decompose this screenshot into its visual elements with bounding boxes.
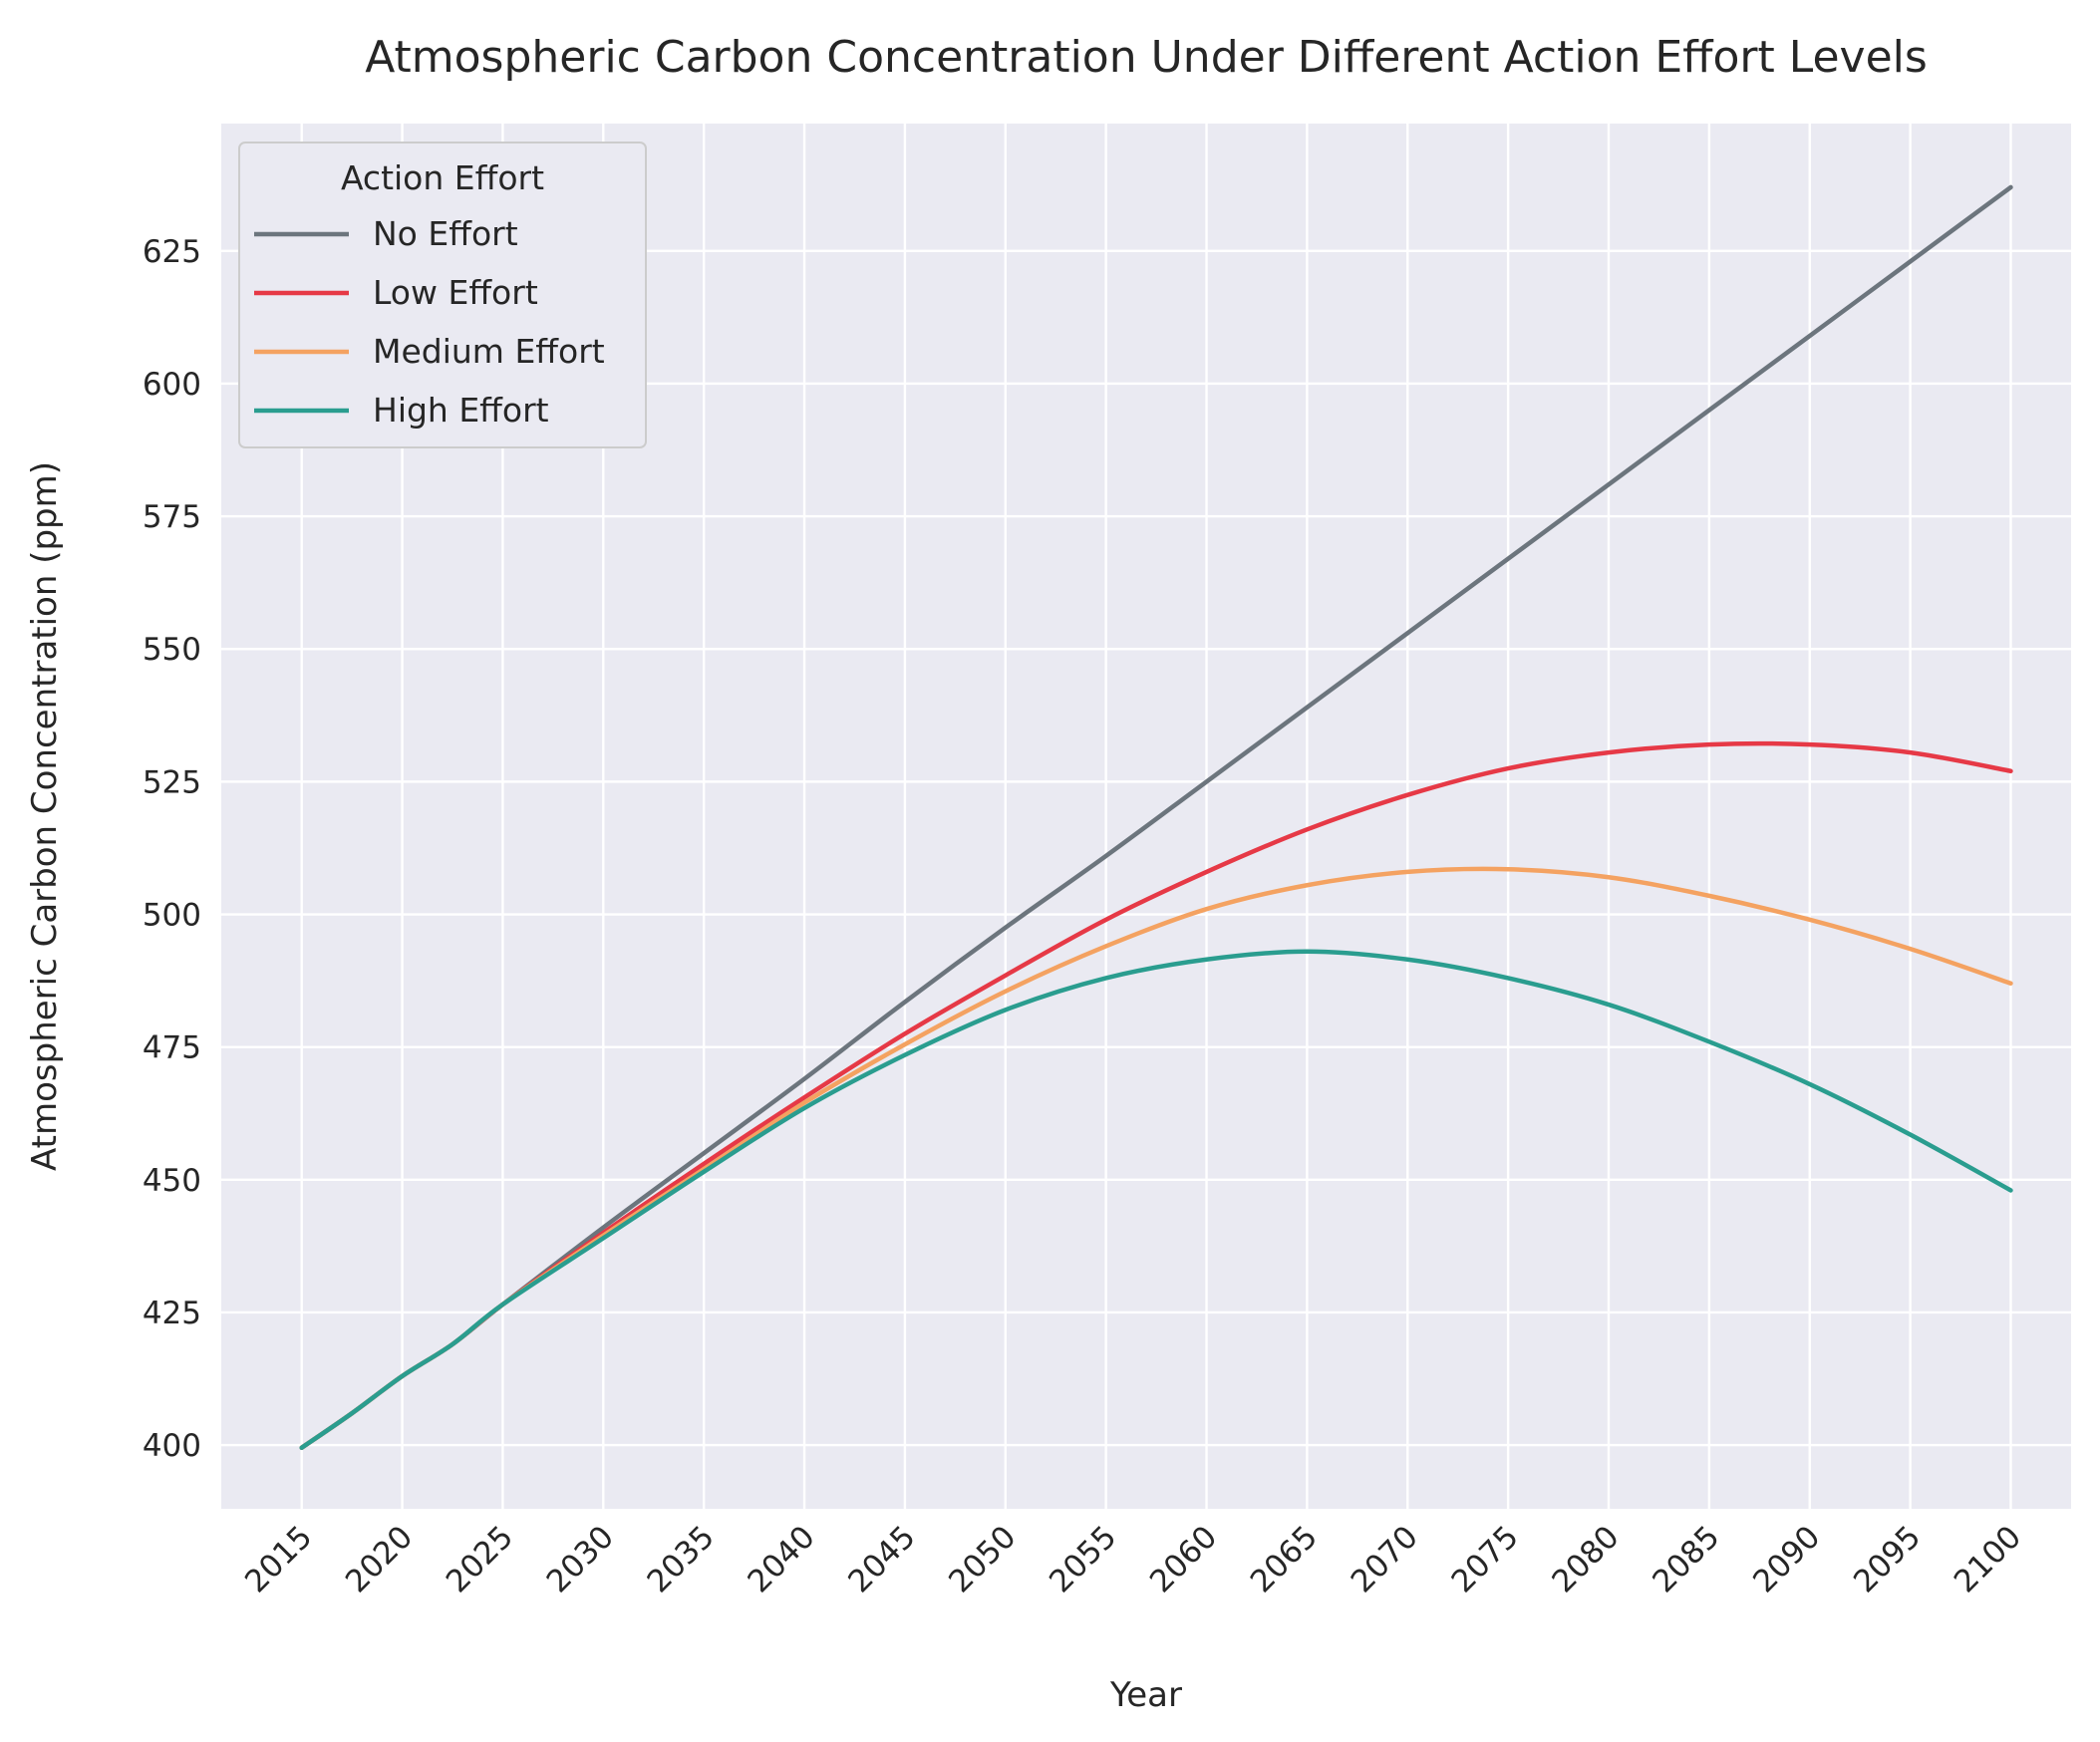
legend-title: Action Effort	[341, 158, 544, 197]
x-axis-label: Year	[1109, 1675, 1182, 1715]
y-tick-label: 450	[143, 1163, 201, 1199]
legend-entries: No Effort Low Effort Medium Effort High Eff…	[254, 214, 605, 430]
y-tick-label: 525	[143, 764, 201, 800]
y-tick-label: 400	[143, 1428, 201, 1464]
series-lines	[299, 184, 2013, 1450]
y-tick-label: 425	[143, 1296, 201, 1331]
y-tick-label: 625	[143, 234, 201, 270]
y-tick-label: 475	[143, 1030, 201, 1066]
y-tick-label: 575	[143, 499, 201, 535]
legend-frame	[238, 142, 647, 448]
legend-label-no-effort: No Effort	[373, 214, 518, 253]
legend-label-medium-effort: Medium Effort	[373, 332, 605, 371]
series-line-high-effort	[299, 949, 2013, 1450]
legend: Action Effort No Effort Low Effort Medium …	[238, 142, 647, 448]
legend-label-low-effort: Low Effort	[373, 273, 538, 312]
chart-title: Atmospheric Carbon Concentration Under D…	[365, 32, 1928, 83]
y-tick-label: 500	[143, 898, 201, 934]
y-tick-label: 600	[143, 367, 201, 403]
y-axis-label: Atmospheric Carbon Concentration (ppm)	[25, 461, 65, 1171]
legend-label-high-effort: High Effort	[373, 391, 549, 430]
y-tick-label: 550	[143, 632, 201, 668]
grid	[221, 124, 2071, 1509]
